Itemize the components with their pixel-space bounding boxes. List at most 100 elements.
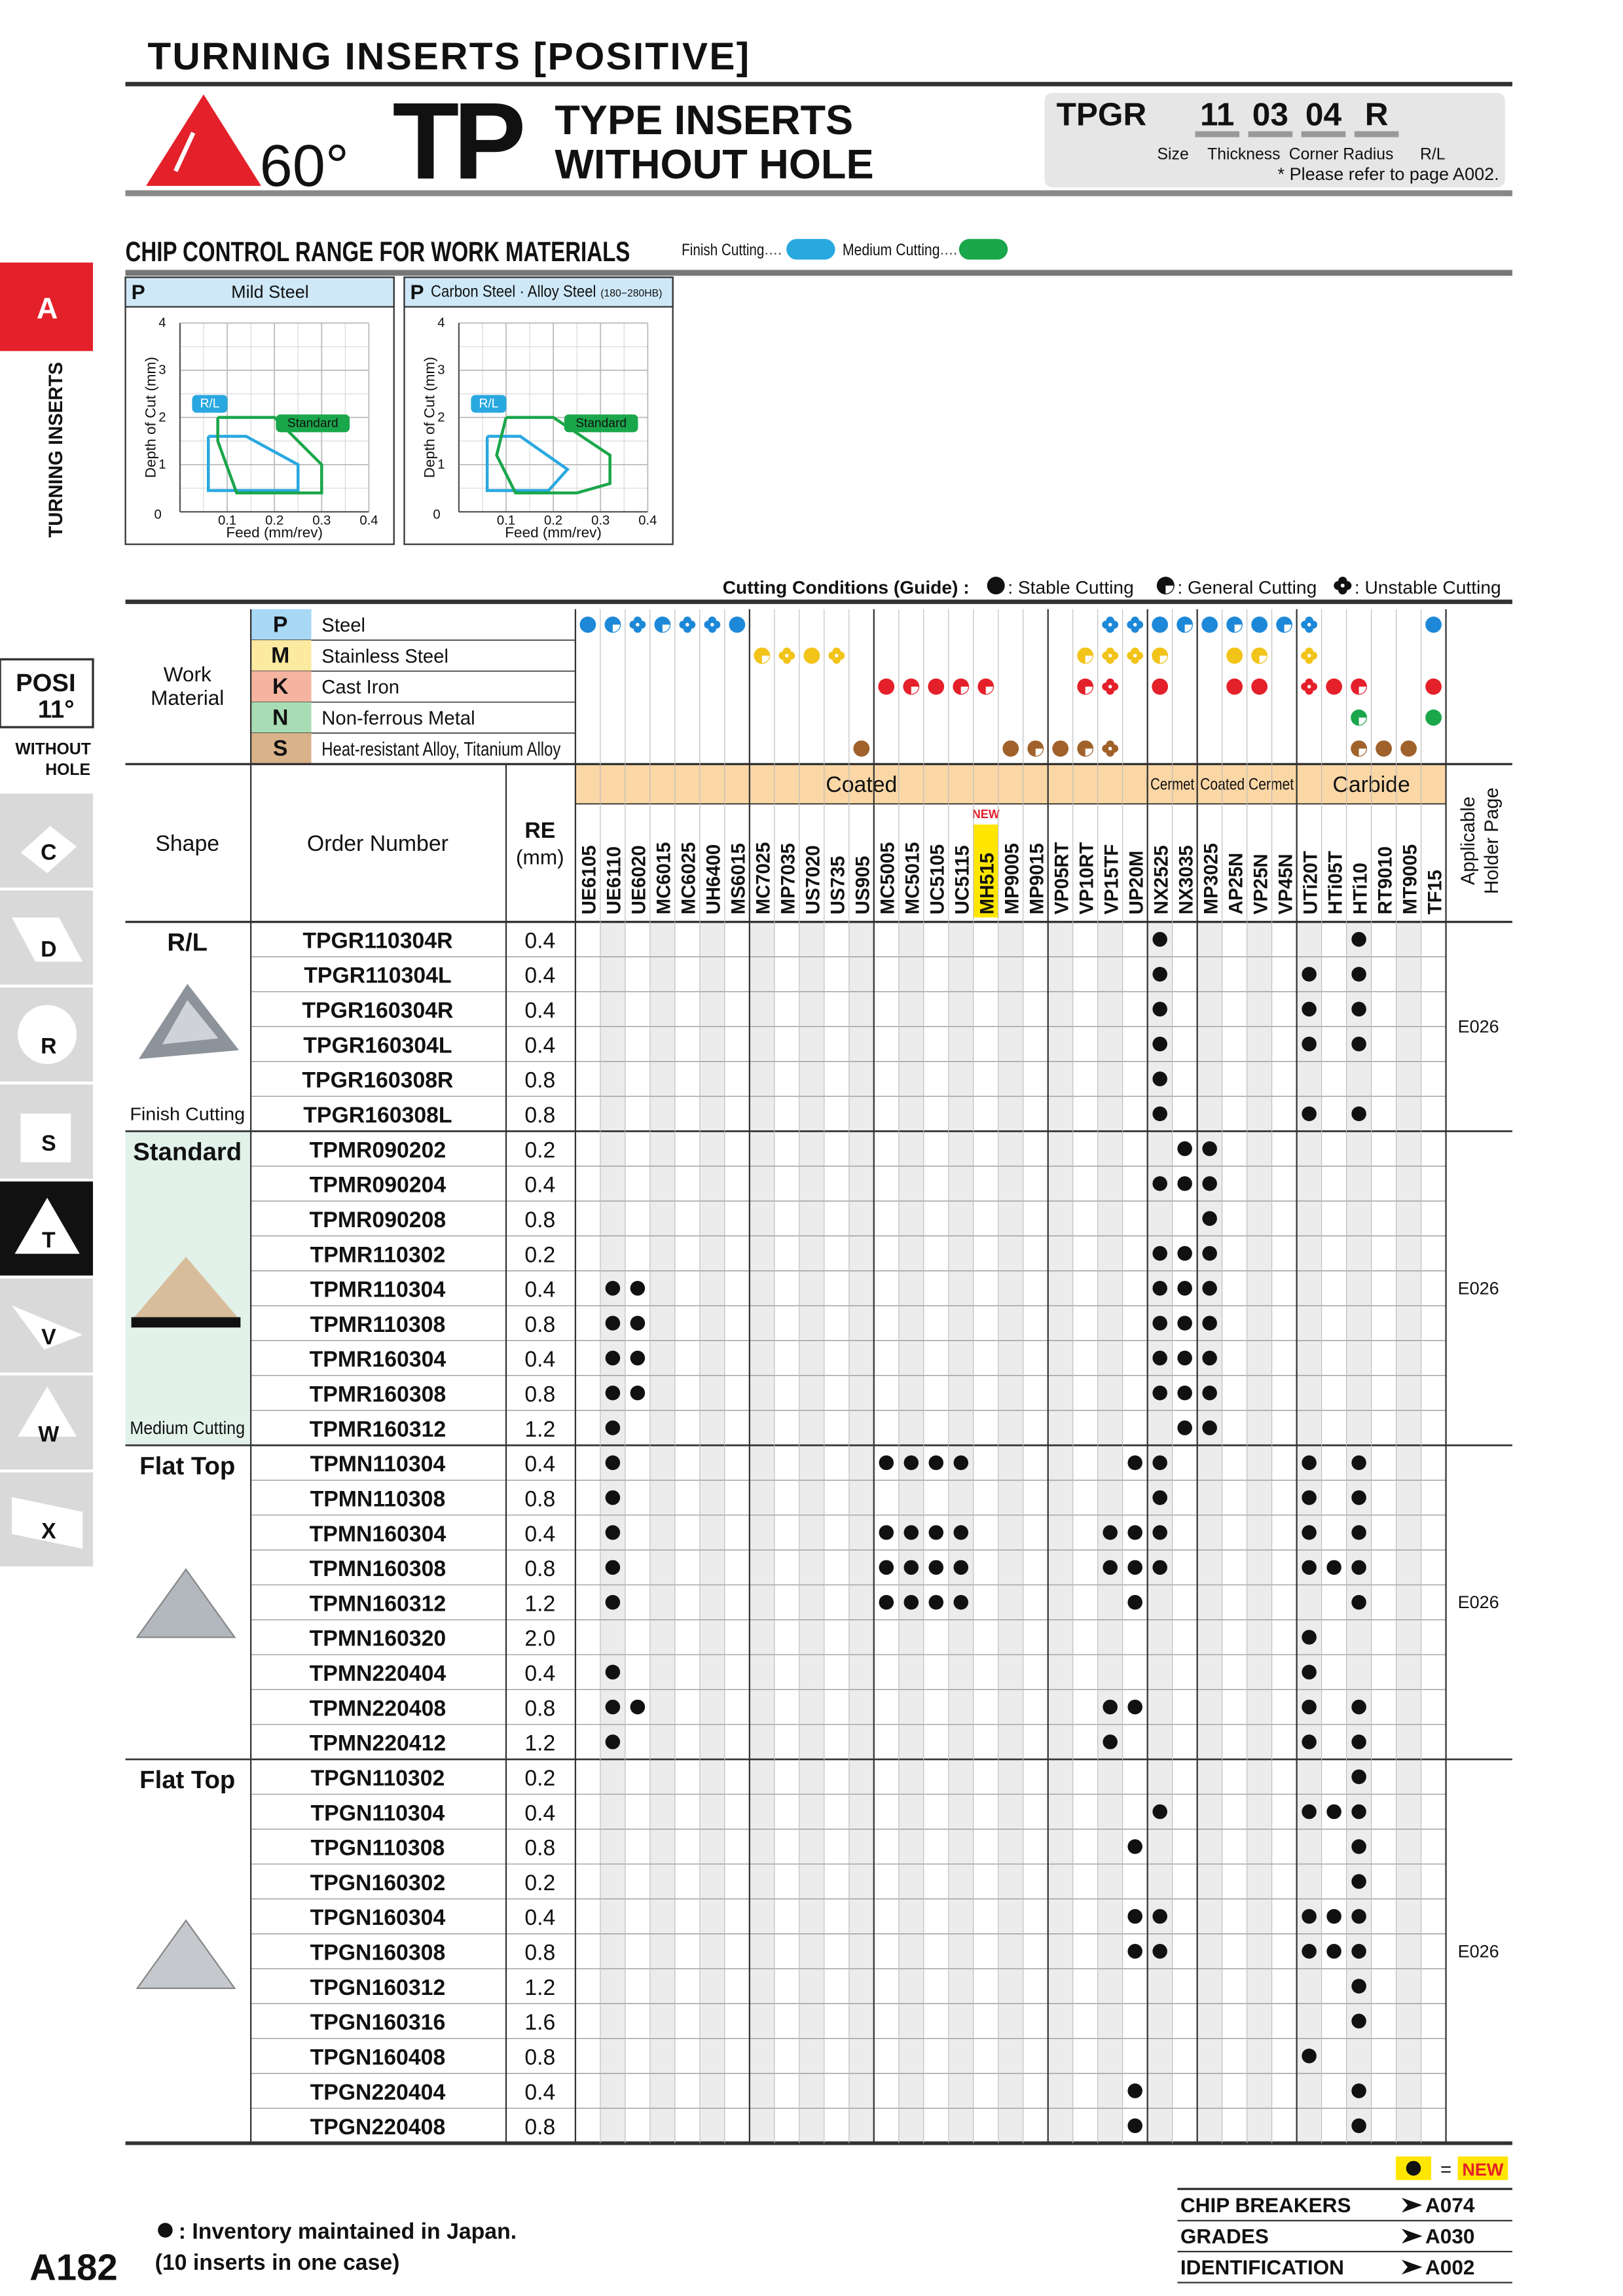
designation-label: R/L [1420, 145, 1446, 163]
designation-part: 03 [1252, 96, 1288, 133]
stock-dot [1202, 1176, 1217, 1191]
range-region [485, 435, 570, 492]
stock-dot [1351, 1699, 1366, 1715]
stock-dot [1351, 1909, 1366, 1924]
condition-icon [1201, 617, 1218, 633]
stock-dot [630, 1316, 646, 1331]
re-value: 0.4 [524, 1173, 555, 1198]
condition-icon [761, 655, 769, 663]
material-name: Non-ferrous Metal [321, 708, 475, 729]
stock-dot [605, 1385, 621, 1401]
x-tick-label: 0.2 [265, 514, 283, 528]
grade-name: MP7035 [778, 843, 799, 914]
holder-page: E026 [1458, 1278, 1499, 1298]
condition-icon [960, 687, 968, 694]
stock-dot [1302, 967, 1317, 982]
section-label: TURNING INSERTS [45, 362, 67, 537]
order-number: TPMR110308 [310, 1312, 446, 1337]
column-stripe [699, 922, 725, 2144]
condition-icon [1131, 617, 1139, 625]
condition-icon [928, 678, 945, 695]
material-name: Stainless Steel [321, 645, 448, 667]
x-axis-label: Feed (mm/rev) [226, 524, 323, 541]
condition-icon [1106, 678, 1114, 687]
grade-name: MP9015 [1026, 843, 1048, 914]
condition-icon [1284, 624, 1292, 632]
grade-name: HTi05T [1324, 851, 1346, 914]
chart-head [403, 276, 674, 308]
condition-icon [1338, 577, 1347, 586]
grade-name: UP20M [1125, 851, 1147, 915]
shape-letter: T [42, 1228, 56, 1253]
stock-dot [1127, 1594, 1142, 1610]
stock-dot [1302, 1560, 1317, 1575]
condition-icon [1131, 647, 1139, 656]
re-value: 0.8 [524, 1103, 555, 1128]
condition-icon [878, 678, 895, 695]
grade-name: AP25N [1225, 853, 1247, 914]
material-name: Steel [321, 615, 365, 636]
stock-dot [903, 1455, 919, 1471]
re-value: 1.6 [524, 2010, 555, 2035]
shape-icon [20, 826, 77, 874]
stock-dot [1326, 1804, 1341, 1820]
order-number: TPGN160302 [310, 1871, 446, 1895]
condition-icon [782, 655, 792, 664]
order-number: TPGN110308 [311, 1836, 445, 1861]
x-axis-label: Feed (mm/rev) [505, 524, 602, 541]
stock-dot [1202, 1350, 1217, 1366]
re-value: 0.8 [524, 2115, 555, 2140]
stock-dot [1177, 1281, 1192, 1296]
column-stripe [848, 922, 874, 2144]
re-value: 1.2 [524, 1731, 555, 1756]
shape-name: Flat Top [139, 1766, 235, 1794]
condition-icon [1359, 687, 1366, 694]
re-value: 0.8 [524, 2045, 555, 2070]
grade-name: MC6015 [653, 842, 675, 915]
order-number: TPGN160312 [310, 1975, 446, 2000]
material-code: P [273, 612, 288, 637]
order-number: TPMR110304 [310, 1278, 446, 1302]
reference-page: A030 [1425, 2225, 1474, 2248]
re-value: 0.8 [524, 1556, 555, 1581]
grade-name: MS6015 [728, 843, 750, 914]
condition-icon [1106, 655, 1114, 664]
stock-dot [953, 1525, 969, 1540]
condition-icon [803, 647, 820, 664]
re-value: 0.2 [524, 1766, 555, 1791]
shape-letter: W [38, 1422, 59, 1446]
shape-caption: Medium Cutting [130, 1417, 245, 1438]
posi: POSI [16, 669, 76, 697]
insert-image [136, 1568, 236, 1638]
stock-dot [1302, 1699, 1317, 1715]
chart-head [124, 276, 395, 308]
stock-dot [1302, 2048, 1317, 2064]
re-value: 0.2 [524, 1242, 555, 1267]
shape-icon [12, 1497, 83, 1549]
condition-icon [1251, 617, 1268, 633]
condition-icon [1305, 678, 1313, 687]
re-value: 0.8 [524, 1941, 555, 1965]
condition-icon [1234, 624, 1242, 632]
order-number: TPGR160308L [303, 1103, 452, 1128]
stock-dot [879, 1525, 894, 1540]
shape-icon [18, 1386, 77, 1437]
condition-icon [729, 617, 746, 633]
y-axis-label: Depth of Cut (mm) [142, 357, 158, 478]
condition-icon [1133, 622, 1137, 627]
designation-note: * Please refer to page A002. [1278, 164, 1499, 184]
stock-dot [928, 1455, 944, 1471]
stock-dot [1152, 1560, 1167, 1575]
reference-page: A002 [1425, 2255, 1474, 2279]
range-label-box [564, 414, 638, 433]
column-stripe [749, 922, 775, 2144]
condition-icon [1425, 617, 1442, 633]
order-number: TPGN160308 [310, 1941, 446, 1965]
stock-dot [1351, 1594, 1366, 1610]
hole: HOLE [45, 761, 90, 779]
reference-label: CHIP BREAKERS [1180, 2193, 1351, 2217]
stock-dot [1302, 1106, 1317, 1122]
stock-dot [903, 1525, 919, 1540]
